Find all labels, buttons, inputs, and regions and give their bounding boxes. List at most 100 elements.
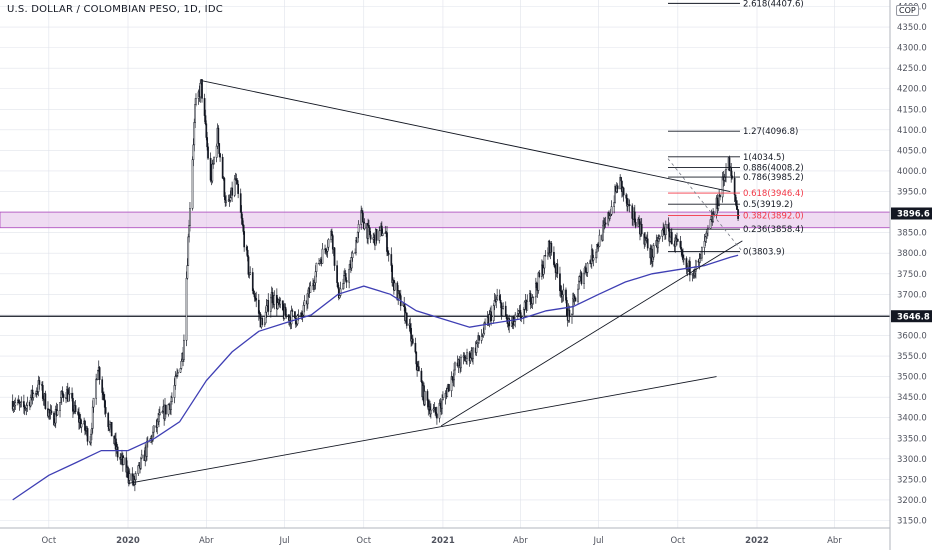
candle-body (17, 400, 20, 404)
candle-body (186, 265, 189, 279)
candle-body (683, 258, 685, 261)
fib-level-label: 0.618(3946.4) (743, 189, 804, 199)
price-tick-label: 4050.0 (897, 146, 927, 156)
candle-body (193, 122, 196, 146)
candle-body (553, 251, 555, 265)
candle-body (217, 127, 220, 144)
candle-body (609, 215, 611, 219)
candle-body (252, 290, 255, 295)
fib-level-label: 0.786(3985.2) (743, 173, 804, 183)
candle-body (187, 236, 190, 266)
candle-body (493, 300, 496, 306)
candle-body (450, 376, 453, 392)
candle-body (698, 258, 701, 263)
candle-body (194, 104, 196, 123)
candle-body (424, 391, 426, 405)
candle-body (651, 248, 653, 262)
candle-body (417, 366, 420, 372)
candle-body (514, 314, 517, 322)
candle-body (348, 268, 350, 283)
price-tick-label: 4000.0 (897, 167, 927, 177)
candle-body (652, 256, 654, 262)
candle-body (368, 227, 371, 236)
candle-body (38, 380, 41, 385)
candle-body (213, 157, 215, 164)
candle-body (583, 272, 585, 284)
candle-body (616, 185, 619, 190)
candle-body (501, 308, 504, 316)
candle-body (128, 473, 131, 481)
candle-body (62, 394, 65, 398)
fib-level-label: 1(4034.5) (743, 153, 785, 163)
candle-body (284, 306, 287, 316)
candle-body (434, 407, 437, 413)
candle-body (679, 241, 682, 248)
candle-body (490, 311, 492, 321)
candle-body (595, 251, 597, 259)
price-tick-label: 3400.0 (897, 414, 927, 424)
candle-body (44, 393, 47, 409)
candle-body (469, 357, 472, 362)
price-tick-label: 4100.0 (897, 126, 927, 136)
trendline (440, 240, 743, 427)
time-tick-label: 2021 (431, 536, 455, 546)
candle-body (242, 224, 245, 232)
candle-body (174, 376, 177, 386)
candle-body (246, 249, 249, 258)
candle-body (26, 401, 29, 406)
candle-body (101, 379, 104, 393)
candle-body (694, 270, 696, 274)
candle-body (390, 254, 393, 266)
candle-body (414, 342, 417, 353)
candle-body (602, 225, 604, 241)
time-tick-label: Jul (278, 536, 289, 546)
candle-body (574, 297, 577, 302)
candle-body (107, 413, 110, 427)
candle-body (701, 247, 703, 259)
candle-body (597, 246, 600, 248)
candle-body (733, 177, 736, 196)
candle-body (204, 115, 207, 125)
candle-body (652, 245, 655, 258)
trendline (201, 80, 731, 192)
candle-body (122, 457, 125, 465)
fib-level-label: 0.886(4008.2) (743, 164, 804, 174)
candle-body (251, 272, 254, 291)
candle-body (598, 234, 601, 247)
candle-body (110, 422, 113, 437)
candle-body (725, 169, 727, 178)
candle-body (235, 178, 238, 181)
candle-body (279, 300, 282, 305)
candle-body (192, 144, 195, 160)
candle-body (161, 411, 164, 413)
time-axis: Oct 2020 Abr Jul Oct 2021 Abr Jul Oct 2022 Abr (0, 527, 890, 546)
price-tick-label: 3200.0 (897, 496, 927, 506)
candle-body (91, 428, 93, 435)
candle-body (680, 247, 683, 251)
price-tick-label: 3850.0 (897, 229, 927, 239)
candle-body (247, 256, 250, 275)
candle-body (357, 224, 360, 233)
currency-badge[interactable]: COP (896, 5, 919, 16)
candle-body (510, 322, 513, 327)
candle-body (269, 297, 272, 312)
price-marker-box (891, 310, 932, 323)
price-marker-label: 3896.6 (897, 210, 930, 220)
candle-body (513, 321, 516, 326)
fib-level-label: 0.5(3919.2) (743, 200, 793, 210)
candle-body (209, 157, 212, 181)
candle-body (379, 226, 381, 232)
price-tick-label: 3250.0 (897, 475, 927, 485)
candle-body (381, 233, 384, 236)
candle-body (72, 398, 74, 412)
candle-body (177, 372, 179, 374)
candle-body (50, 410, 53, 414)
candle-body (736, 205, 739, 210)
candle-body (297, 314, 300, 317)
candle-body (578, 276, 581, 282)
candle-body (84, 420, 86, 431)
grid-layer (0, 0, 890, 528)
candle-body (531, 297, 534, 305)
